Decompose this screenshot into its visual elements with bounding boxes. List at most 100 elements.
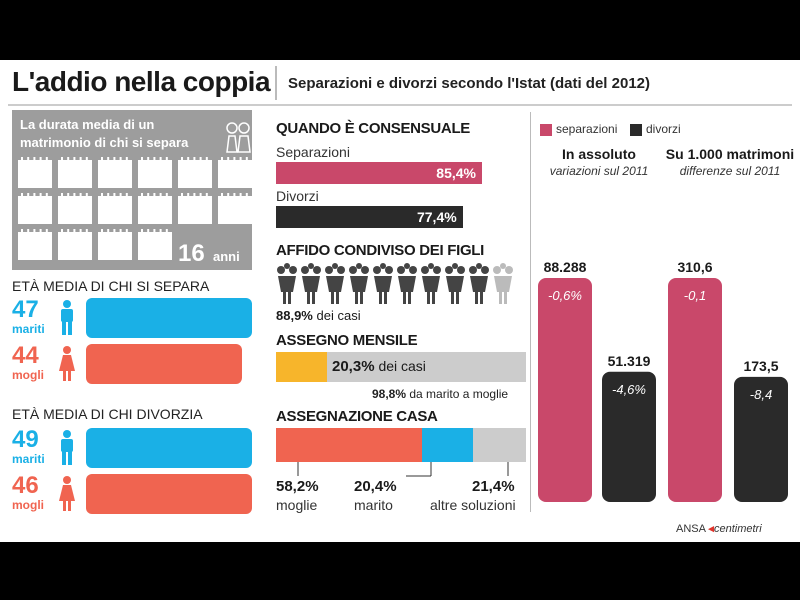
casa-moglie-percent: 58,2% bbox=[276, 478, 319, 495]
assegno-note-percent: 98,8% bbox=[372, 387, 407, 401]
casa-altre-percent: 21,4% bbox=[472, 478, 515, 495]
bar-1-separazioni-change: -0,1 bbox=[684, 288, 706, 303]
consensuale-separazioni-value: 85,4% bbox=[436, 165, 476, 181]
assegno-heading: ASSEGNO MENSILE bbox=[276, 332, 418, 349]
durata-value: 16 bbox=[178, 240, 205, 267]
family-icon bbox=[301, 263, 321, 304]
right-divider bbox=[530, 112, 531, 512]
man-icon bbox=[61, 430, 73, 465]
casa-leader-lines bbox=[297, 462, 509, 477]
page-subtitle: Separazioni e divorzi secondo l'Istat (d… bbox=[288, 75, 650, 92]
bar-0-divorzi-value: 51.319 bbox=[608, 353, 651, 369]
assegno-percent: 20,3% bbox=[332, 358, 375, 375]
affido-heading: AFFIDO CONDIVISO DEI FIGLI bbox=[276, 242, 485, 259]
assegno-bar-fill bbox=[276, 352, 327, 382]
bar-1-divorzi bbox=[734, 376, 788, 502]
durata-label: La durata media di un matrimonio di chi … bbox=[20, 117, 189, 150]
consensuale-separazioni-bar: 85,4% bbox=[276, 162, 482, 184]
casa-segment-0 bbox=[276, 428, 422, 462]
divorzia-mogli-label: mogli bbox=[12, 498, 44, 512]
header-rule bbox=[8, 104, 792, 106]
family-icon bbox=[397, 263, 417, 304]
legend-divorzi: divorzi bbox=[646, 122, 681, 136]
bar-1-divorzi-value: 173,5 bbox=[743, 358, 778, 374]
eta-separa-heading: ETÀ MEDIA DI CHI SI SEPARA bbox=[12, 278, 210, 294]
calendar-icon bbox=[178, 193, 212, 224]
bar-chart: 88.288 -0,6% 51.319 -4,6% 310,6 -0,1 173,5 -8,4 bbox=[538, 259, 788, 502]
divorzia-mogli-bar bbox=[86, 474, 252, 514]
calendar-icon bbox=[218, 157, 252, 188]
wedding-couple-icon bbox=[226, 122, 251, 153]
family-icon bbox=[325, 263, 345, 304]
calendar-grid bbox=[18, 122, 252, 260]
calendar-icon bbox=[138, 157, 172, 188]
consensuale-heading: QUANDO È CONSENSUALE bbox=[276, 120, 471, 137]
family-icon bbox=[445, 263, 465, 304]
separa-mogli-value: 44 bbox=[12, 342, 39, 369]
assegno-label: 20,3% dei casi bbox=[332, 358, 426, 375]
consensuale-divorzi-value: 77,4% bbox=[416, 209, 457, 225]
bar-0-divorzi-change: -4,6% bbox=[612, 382, 646, 397]
panel2-subtitle: differenze sul 2011 bbox=[679, 164, 781, 178]
credit-brand: centimetri bbox=[713, 523, 762, 535]
assegno-suffix: dei casi bbox=[378, 358, 426, 374]
calendar-icon bbox=[18, 229, 52, 260]
calendar-icon bbox=[98, 193, 132, 224]
divorzia-mariti-value: 49 bbox=[12, 426, 39, 453]
woman-icon bbox=[59, 476, 75, 511]
bar-0-separazioni bbox=[538, 278, 592, 502]
bar-0-divorzi bbox=[602, 371, 656, 502]
credit: ANSA ◂centimetri bbox=[676, 523, 762, 535]
affido-percent: 88,9% bbox=[276, 308, 313, 323]
family-icon bbox=[373, 263, 393, 304]
consensuale-separazioni-label: Separazioni bbox=[276, 144, 350, 160]
calendar-icon bbox=[178, 157, 212, 188]
legend-swatch-divorzi bbox=[630, 124, 642, 136]
title-divider bbox=[275, 66, 277, 100]
divorzia-mariti-bar bbox=[86, 428, 252, 468]
credit-agency: ANSA bbox=[676, 523, 706, 535]
calendar-icon bbox=[138, 229, 172, 260]
separa-mariti-value: 47 bbox=[12, 296, 39, 323]
consensuale-divorzi-bar: 77,4% bbox=[276, 206, 463, 228]
casa-heading: ASSEGNAZIONE CASA bbox=[276, 408, 438, 425]
casa-segment-1 bbox=[421, 428, 473, 462]
family-icon bbox=[493, 263, 513, 304]
separa-mariti-bar bbox=[86, 298, 252, 338]
page-title: L'addio nella coppia bbox=[12, 66, 271, 97]
calendar-icon bbox=[138, 193, 172, 224]
calendar-icon bbox=[18, 157, 52, 188]
affido-suffix: dei casi bbox=[316, 308, 361, 323]
panel1-subtitle: variazioni sul 2011 bbox=[549, 164, 649, 178]
calendar-icon bbox=[98, 229, 132, 260]
panel1-title: In assoluto bbox=[562, 146, 636, 162]
calendar-icon bbox=[218, 193, 252, 224]
man-icon bbox=[61, 300, 73, 335]
family-icon bbox=[469, 263, 489, 304]
bar-1-separazioni bbox=[668, 278, 722, 502]
bar-1-separazioni-value: 310,6 bbox=[677, 259, 712, 275]
calendar-icon bbox=[58, 157, 92, 188]
calendar-icon bbox=[18, 193, 52, 224]
durata-unit: anni bbox=[213, 249, 240, 264]
casa-segment-2 bbox=[472, 428, 526, 462]
bar-0-separazioni-change: -0,6% bbox=[548, 288, 582, 303]
family-icons bbox=[277, 263, 513, 304]
casa-marito-percent: 20,4% bbox=[354, 478, 397, 495]
assegno-bar-track: 20,3% dei casi bbox=[276, 352, 526, 382]
legend-swatch-separazioni bbox=[540, 124, 552, 136]
family-icon bbox=[277, 263, 297, 304]
bar-0-separazioni-value: 88.288 bbox=[544, 259, 587, 275]
affido-value-line: 88,9% dei casi bbox=[276, 308, 361, 323]
assegno-note: 98,8% da marito a moglie bbox=[372, 387, 508, 401]
infographic: L'addio nella coppia Separazioni e divor… bbox=[0, 60, 800, 542]
divorzia-mogli-value: 46 bbox=[12, 472, 39, 499]
family-icon bbox=[421, 263, 441, 304]
eta-divorzia-heading: ETÀ MEDIA DI CHI DIVORZIA bbox=[12, 406, 203, 422]
bar-1-divorzi-change: -8,4 bbox=[750, 387, 772, 402]
assegno-note-text: da marito a moglie bbox=[409, 387, 509, 401]
legend-separazioni: separazioni bbox=[556, 122, 618, 136]
calendar-icon bbox=[58, 193, 92, 224]
calendar-icon bbox=[58, 229, 92, 260]
separa-mariti-label: mariti bbox=[12, 322, 45, 336]
